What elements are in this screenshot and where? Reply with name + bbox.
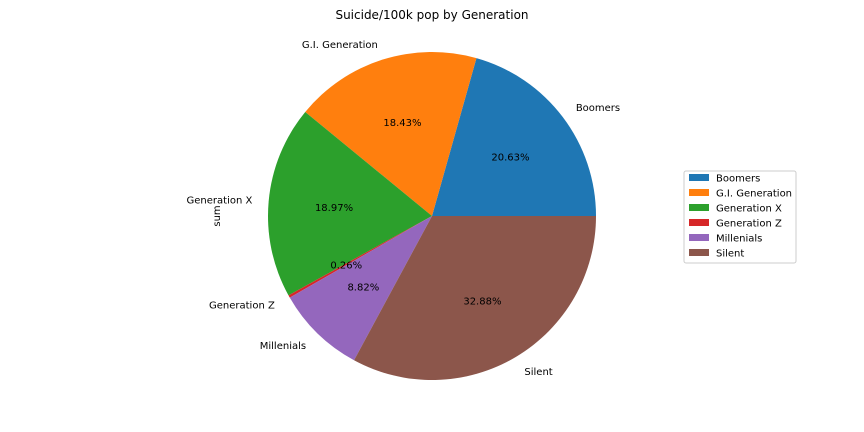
percent-label-generation-x: 18.97% [315, 203, 353, 214]
slice-label-generation-z: Generation Z [209, 301, 275, 312]
legend-label-silent: Silent [716, 249, 744, 260]
legend-swatch-generation-z [689, 219, 709, 226]
slice-label-silent: Silent [524, 367, 552, 378]
legend-label-generation-x: Generation X [716, 204, 782, 215]
slice-generation-x [267, 111, 432, 296]
legend-label-boomers: Boomers [716, 174, 760, 185]
chart-title: Suicide/100k pop by Generation [335, 8, 528, 22]
pie-slices [267, 52, 596, 380]
legend: Boomers G.I. Generation Generation X Genera… [683, 170, 797, 264]
percent-label-boomers: 20.63% [491, 153, 529, 164]
slice-millenials [289, 216, 432, 361]
slice-labels: Boomers G.I. Generation Generation X Genera… [187, 40, 621, 378]
y-axis-label: sum [212, 205, 223, 226]
legend-label-g-i-generation: G.I. Generation [716, 189, 792, 200]
legend-swatch-silent [689, 249, 709, 256]
percent-labels: 20.63% 18.43% 18.97% 0.26% 8.82% 32.88% [315, 118, 530, 307]
legend-label-generation-z: Generation Z [716, 219, 782, 230]
slice-boomers [432, 58, 596, 216]
legend-swatch-g-i-generation [689, 189, 709, 196]
percent-label-generation-z: 0.26% [330, 260, 362, 271]
slice-label-boomers: Boomers [576, 103, 620, 114]
legend-box [683, 170, 797, 264]
slice-label-generation-x: Generation X [187, 196, 253, 207]
slice-g-i-generation [305, 52, 477, 217]
percent-label-silent: 32.88% [463, 297, 501, 308]
slice-label-millenials: Millenials [260, 341, 306, 352]
legend-swatch-millenials [689, 234, 709, 241]
slice-generation-z [288, 216, 432, 298]
legend-swatch-generation-x [689, 204, 709, 211]
legend-label-millenials: Millenials [716, 234, 762, 245]
slice-silent [354, 216, 596, 380]
percent-label-millenials: 8.82% [347, 282, 379, 293]
slice-label-g-i-generation: G.I. Generation [302, 40, 378, 51]
legend-swatch-boomers [689, 174, 709, 181]
percent-label-g-i-generation: 18.43% [383, 118, 421, 129]
